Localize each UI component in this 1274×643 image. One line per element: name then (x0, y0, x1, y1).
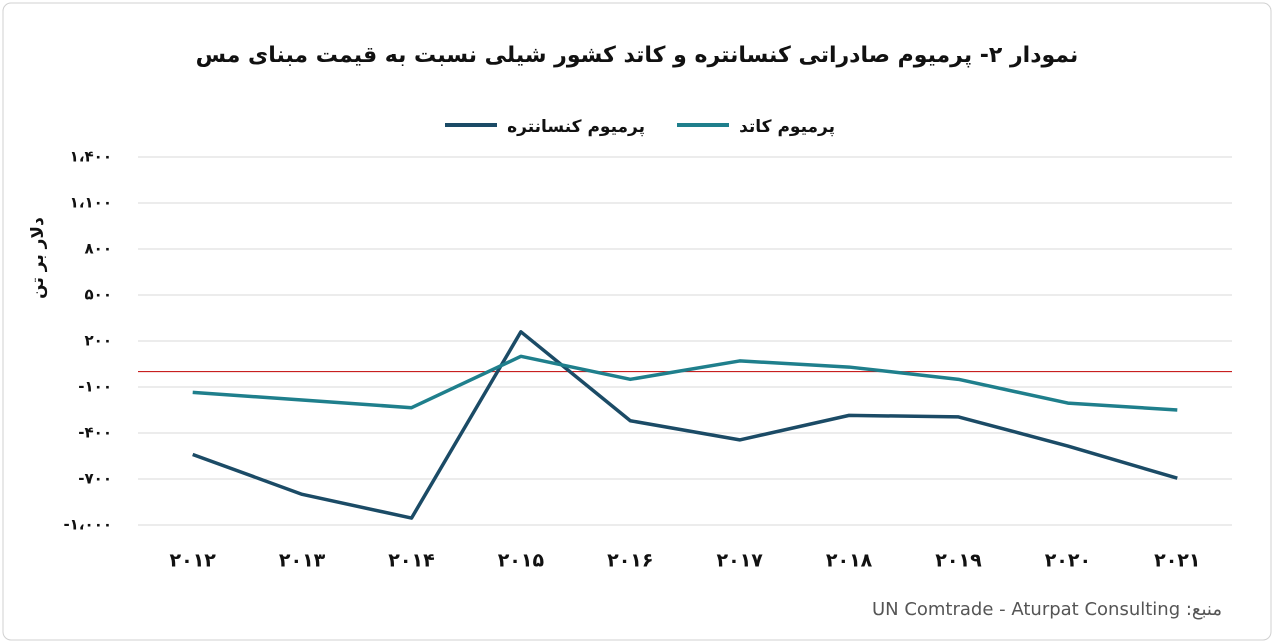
y-tick-label: ۲۰۰ (85, 332, 112, 350)
y-tick-label: -۴۰۰ (78, 424, 112, 442)
y-tick-label: -۱،۰۰۰ (63, 516, 112, 534)
data-line (192, 330, 1178, 520)
x-tick-label: ۲۰۱۴ (388, 550, 434, 572)
x-tick-label: ۲۰۱۷ (717, 550, 764, 572)
y-tick-label: ۵۰۰ (85, 286, 112, 304)
y-tick-label: ۱،۴۰۰ (70, 148, 112, 166)
x-tick-label: ۲۰۱۳ (279, 550, 326, 572)
x-tick-label: ۲۰۱۹ (935, 550, 982, 572)
y-tick-label: ۸۰۰ (85, 240, 112, 258)
x-tick-label: ۲۰۱۶ (607, 550, 653, 572)
source-note: منبع: UN Comtrade - Aturpat Consulting (872, 599, 1222, 620)
x-tick-label: ۲۰۱۵ (498, 550, 545, 572)
legend-label: پرمیوم کنسانتره (507, 117, 645, 137)
y-tick-label: ۱،۱۰۰ (70, 194, 112, 212)
x-tick-label: ۲۰۱۲ (170, 550, 217, 572)
chart-title: نمودار ۲- پرمیوم صادراتی کنسانتره و کاتد… (196, 43, 1079, 68)
x-tick-label: ۲۰۱۸ (826, 550, 873, 572)
y-tick-label: -۱۰۰ (78, 378, 112, 396)
legend-label: پرمیوم کاتد (739, 117, 835, 137)
y-axis-label: دلار بر تن (28, 217, 48, 299)
x-tick-label: ۲۰۲۱ (1154, 550, 1200, 572)
data-line (192, 354, 1178, 412)
y-tick-label: -۷۰۰ (78, 470, 112, 488)
x-tick-label: ۲۰۲۰ (1045, 550, 1091, 572)
